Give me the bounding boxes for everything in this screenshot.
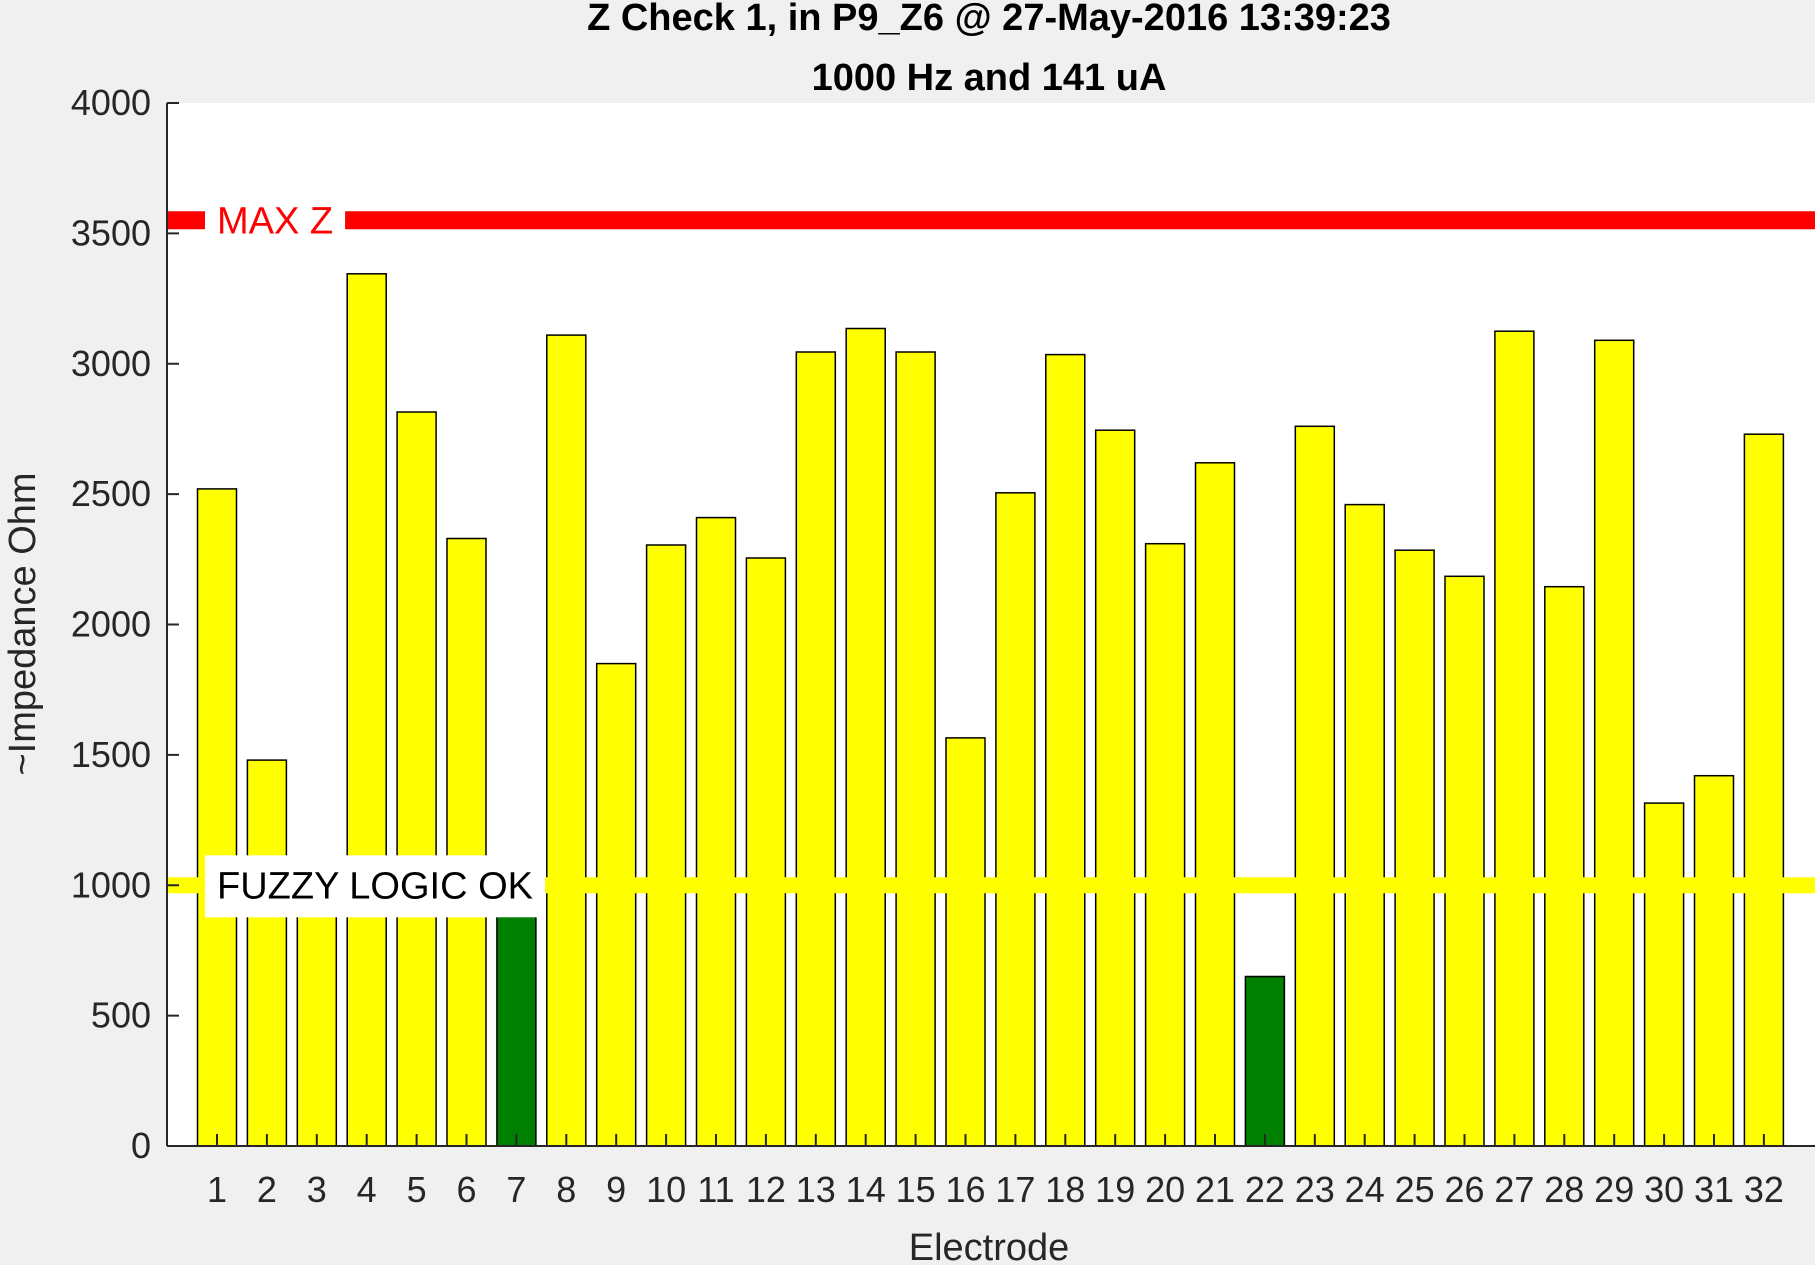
x-tick-label: 16 [945, 1169, 985, 1210]
x-axis: 1 2 3 4 5 6 7 8 9 10 11 12 13 14 15 16 17 18 19 20 21 22 23 24 2… [167, 1134, 1815, 1210]
bar-electrode-15 [895, 351, 936, 1147]
bar-electrode-31 [1693, 774, 1735, 1147]
y-axis: 0 500 1000 1500 2000 2500 3000 3500 4000 [71, 82, 179, 1166]
y-axis-label: ~Impedance Ohm [2, 472, 44, 775]
bar-electrode-7 [496, 910, 537, 1147]
y-tick-label: 1500 [71, 734, 151, 775]
bar-electrode-12 [745, 557, 787, 1147]
x-tick-label: 4 [357, 1169, 377, 1210]
x-tick-label: 29 [1594, 1169, 1634, 1210]
bar-electrode-16 [945, 737, 986, 1147]
x-tick-label: 19 [1095, 1169, 1135, 1210]
x-tick-label: 25 [1395, 1169, 1435, 1210]
reference-lines-group: MAX Z FUZZY LOGIC OK [167, 190, 1815, 918]
x-tick-label: 14 [846, 1169, 886, 1210]
bar-electrode-5 [396, 411, 437, 1147]
x-tick-label: 23 [1295, 1169, 1335, 1210]
x-tick-label: 31 [1694, 1169, 1734, 1210]
ref-label-fuzzy-logic-ok: FUZZY LOGIC OK [217, 865, 533, 907]
bar-electrode-1 [196, 488, 238, 1147]
x-tick-label: 17 [995, 1169, 1035, 1210]
x-tick-label: 27 [1494, 1169, 1534, 1210]
y-tick-label: 0 [131, 1125, 151, 1166]
bar-electrode-6 [446, 537, 487, 1147]
bar-electrode-2 [246, 759, 288, 1147]
x-tick-label: 7 [506, 1169, 526, 1210]
bar-electrode-20 [1144, 542, 1186, 1147]
y-tick-label: 3500 [71, 212, 151, 253]
bar-electrode-9 [595, 662, 637, 1147]
x-tick-label: 18 [1045, 1169, 1085, 1210]
bar-electrode-23 [1294, 425, 1336, 1147]
bar-electrode-19 [1094, 429, 1136, 1147]
bar-electrode-29 [1593, 339, 1635, 1147]
bars-group [196, 273, 1785, 1147]
chart-subtitle: 1000 Hz and 141 uA [812, 57, 1167, 99]
x-tick-label: 12 [746, 1169, 786, 1210]
x-tick-label: 24 [1345, 1169, 1385, 1210]
bar-electrode-25 [1394, 549, 1435, 1147]
bar-electrode-13 [795, 351, 837, 1147]
bar-electrode-28 [1544, 585, 1585, 1147]
x-tick-label: 20 [1145, 1169, 1185, 1210]
ref-label-bg-max-z [205, 190, 346, 253]
x-tick-label: 10 [646, 1169, 686, 1210]
x-tick-label: 21 [1195, 1169, 1235, 1210]
x-tick-label: 9 [606, 1169, 626, 1210]
bar-electrode-14 [845, 327, 886, 1147]
x-tick-label: 3 [307, 1169, 327, 1210]
y-tick-label: 2500 [71, 473, 151, 514]
x-tick-label: 1 [207, 1169, 227, 1210]
x-tick-label: 26 [1444, 1169, 1484, 1210]
bar-electrode-22 [1244, 975, 1286, 1147]
x-tick-label: 2 [257, 1169, 277, 1210]
y-tick-label: 500 [91, 995, 151, 1036]
x-tick-label: 6 [456, 1169, 476, 1210]
y-tick-label: 2000 [71, 604, 151, 645]
x-tick-label: 11 [697, 1169, 734, 1210]
ref-label-bg-fuzzy-logic-ok [205, 855, 545, 918]
y-tick-label: 3000 [71, 343, 151, 384]
bar-electrode-10 [645, 544, 687, 1147]
bar-electrode-27 [1494, 330, 1535, 1147]
x-tick-label: 15 [896, 1169, 936, 1210]
x-tick-label: 13 [796, 1169, 836, 1210]
x-axis-label: Electrode [909, 1227, 1070, 1265]
bar-electrode-18 [1045, 353, 1086, 1147]
bar-electrode-4 [346, 273, 387, 1147]
y-tick-label: 4000 [71, 82, 151, 123]
x-tick-label: 5 [407, 1169, 427, 1210]
chart-title: Z Check 1, in P9_Z6 @ 27-May-2016 13:39:… [587, 0, 1391, 39]
bar-electrode-32 [1743, 433, 1785, 1147]
x-tick-label: 30 [1644, 1169, 1684, 1210]
plot-area [167, 103, 1815, 1146]
x-tick-label: 28 [1544, 1169, 1584, 1210]
bar-electrode-3 [296, 910, 338, 1147]
bar-electrode-24 [1344, 503, 1385, 1147]
x-tick-label: 8 [556, 1169, 576, 1210]
x-tick-label: 22 [1245, 1169, 1285, 1210]
ref-label-max-z: MAX Z [217, 200, 333, 242]
bar-electrode-17 [995, 492, 1036, 1147]
bar-electrode-21 [1194, 462, 1236, 1147]
bar-electrode-26 [1444, 575, 1485, 1147]
bar-electrode-8 [546, 334, 587, 1147]
bar-electrode-30 [1643, 802, 1685, 1147]
x-tick-label: 32 [1744, 1169, 1784, 1210]
y-tick-label: 1000 [71, 864, 151, 905]
bar-electrode-11 [695, 516, 737, 1147]
